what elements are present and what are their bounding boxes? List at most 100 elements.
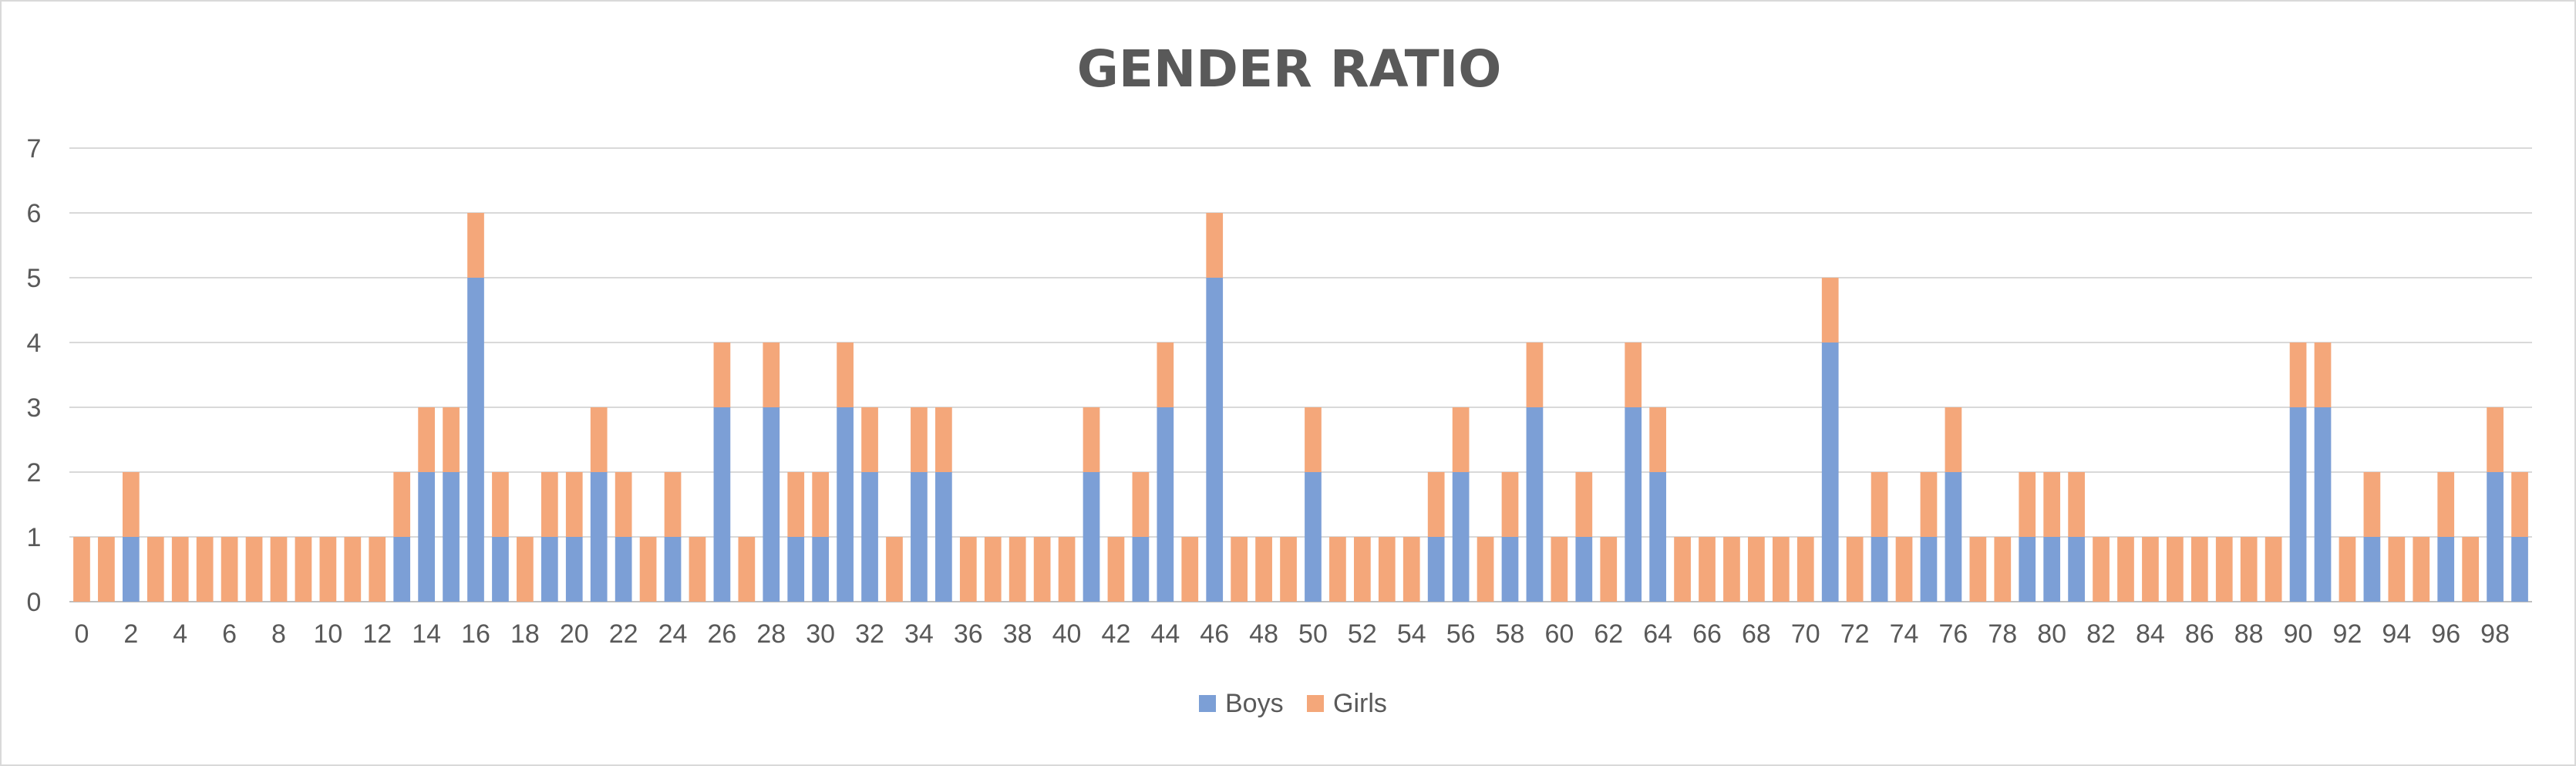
x-tick-label: 54 <box>1397 619 1426 649</box>
bar-boys-28 <box>763 407 780 602</box>
bar-girls-62 <box>1600 537 1618 602</box>
bar-girls-8 <box>270 537 288 602</box>
bar-girls-79 <box>2019 472 2036 537</box>
x-tick-label: 64 <box>1643 619 1672 649</box>
y-tick-label: 3 <box>27 393 42 423</box>
x-tick-label: 92 <box>2333 619 2362 649</box>
bar-girls-47 <box>1231 537 1248 602</box>
bar-girls-73 <box>1871 472 1888 537</box>
legend-label-girls: Girls <box>1333 689 1387 718</box>
bar-girls-19 <box>540 472 558 537</box>
bar-girls-35 <box>935 407 952 472</box>
x-tick-label: 98 <box>2480 619 2510 649</box>
bar-girls-1 <box>98 537 115 602</box>
bar-girls-91 <box>2314 343 2332 407</box>
bar-girls-75 <box>1920 472 1938 537</box>
bar-girls-99 <box>2511 472 2528 537</box>
bar-girls-67 <box>1723 537 1740 602</box>
bar-boys-41 <box>1083 472 1100 602</box>
bar-girls-92 <box>2339 537 2356 602</box>
legend-label-boys: Boys <box>1225 689 1284 718</box>
bar-girls-17 <box>492 472 509 537</box>
bar-girls-66 <box>1699 537 1716 602</box>
bar-boys-50 <box>1305 472 1322 602</box>
bar-girls-54 <box>1402 537 1420 602</box>
x-tick-label: 18 <box>510 619 540 649</box>
bar-boys-24 <box>664 537 682 602</box>
bar-girls-65 <box>1674 537 1691 602</box>
bar-girls-56 <box>1452 407 1470 472</box>
bar-boys-30 <box>812 537 830 602</box>
x-tick-label: 90 <box>2284 619 2313 649</box>
bar-boys-20 <box>565 537 583 602</box>
x-tick-label: 26 <box>707 619 736 649</box>
bar-girls-76 <box>1945 407 1962 472</box>
bar-boys-19 <box>540 537 558 602</box>
bar-girls-49 <box>1280 537 1297 602</box>
bar-boys-44 <box>1157 407 1174 602</box>
bar-girls-21 <box>590 407 608 472</box>
y-tick-label: 5 <box>27 264 42 293</box>
legend-swatch-girls <box>1307 695 1324 712</box>
legend-swatch-boys <box>1199 695 1216 712</box>
bar-girls-33 <box>886 537 903 602</box>
x-tick-label: 62 <box>1594 619 1623 649</box>
bar-boys-15 <box>443 472 460 602</box>
y-tick-label: 4 <box>27 329 42 358</box>
x-tick-label: 14 <box>412 619 441 649</box>
x-tick-label: 6 <box>222 619 237 649</box>
bar-girls-50 <box>1305 407 1322 472</box>
x-tick-label: 70 <box>1791 619 1820 649</box>
bar-boys-13 <box>393 537 411 602</box>
x-tick-label: 20 <box>560 619 589 649</box>
bar-girls-59 <box>1526 343 1544 407</box>
bar-boys-14 <box>418 472 435 602</box>
bar-girls-28 <box>763 343 780 407</box>
bar-boys-64 <box>1649 472 1666 602</box>
x-tick-label: 86 <box>2185 619 2214 649</box>
bar-girls-81 <box>2068 472 2085 537</box>
x-tick-label: 34 <box>904 619 934 649</box>
bar-girls-94 <box>2388 537 2406 602</box>
x-tick-label: 36 <box>954 619 983 649</box>
x-tick-label: 52 <box>1348 619 1377 649</box>
x-tick-label: 16 <box>461 619 490 649</box>
bar-boys-16 <box>467 278 484 602</box>
x-tick-label: 88 <box>2234 619 2264 649</box>
bar-girls-38 <box>1009 537 1026 602</box>
y-tick-label: 1 <box>27 523 42 552</box>
x-tick-label: 66 <box>1692 619 1722 649</box>
bar-boys-35 <box>935 472 952 602</box>
bar-boys-63 <box>1625 407 1642 602</box>
x-tick-label: 68 <box>1742 619 1771 649</box>
bar-girls-87 <box>2215 537 2233 602</box>
bar-boys-98 <box>2487 472 2504 602</box>
x-tick-label: 4 <box>173 619 187 649</box>
bar-boys-80 <box>2043 537 2061 602</box>
bar-girls-80 <box>2043 472 2061 537</box>
bar-girls-69 <box>1772 537 1790 602</box>
bar-girls-77 <box>1969 537 1987 602</box>
bar-boys-61 <box>1575 537 1593 602</box>
bar-girls-98 <box>2487 407 2504 472</box>
bar-girls-26 <box>713 343 731 407</box>
x-tick-label: 60 <box>1544 619 1574 649</box>
bar-girls-31 <box>837 343 854 407</box>
bar-girls-64 <box>1649 407 1666 472</box>
bar-girls-14 <box>418 407 435 472</box>
x-tick-label: 80 <box>2037 619 2066 649</box>
y-axis-ticks: 0 1 2 3 4 5 6 7 <box>27 134 42 617</box>
bar-boys-32 <box>861 472 878 602</box>
bar-boys-58 <box>1501 537 1519 602</box>
bar-boys-91 <box>2314 407 2332 602</box>
bar-boys-43 <box>1132 537 1150 602</box>
bar-girls-34 <box>911 407 928 472</box>
bar-girls-72 <box>1846 537 1864 602</box>
x-tick-label: 72 <box>1840 619 1870 649</box>
bar-girls-6 <box>221 537 238 602</box>
bar-girls-51 <box>1329 537 1346 602</box>
bar-girls-27 <box>738 537 756 602</box>
bar-girls-78 <box>1994 537 2012 602</box>
x-tick-label: 10 <box>313 619 342 649</box>
